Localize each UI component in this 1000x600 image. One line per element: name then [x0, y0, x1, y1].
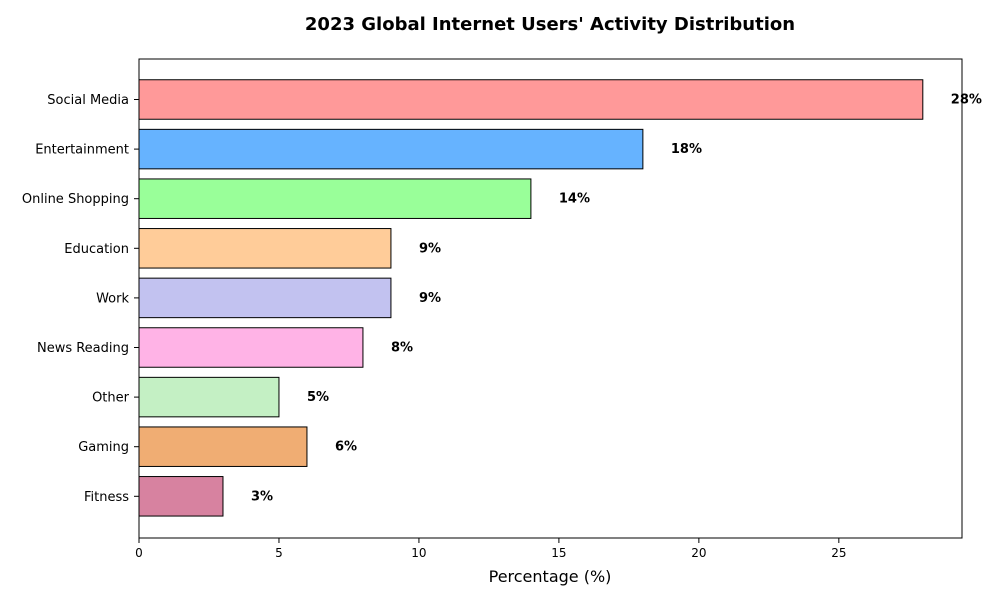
data-label: 5%: [307, 390, 329, 405]
data-label: 14%: [559, 192, 590, 207]
x-tick-label: 20: [691, 546, 706, 560]
data-labels-group: 28% 18% 14% 9% 9% 8% 5% 6% 3%: [251, 93, 982, 505]
category-label: Fitness: [84, 490, 129, 505]
category-label: Entertainment: [35, 143, 129, 158]
data-label: 9%: [419, 241, 441, 256]
category-label: Online Shopping: [22, 192, 129, 207]
category-label: Work: [96, 291, 129, 306]
data-label: 9%: [419, 291, 441, 306]
category-label: Gaming: [78, 440, 129, 455]
data-label: 6%: [335, 440, 357, 455]
category-label: News Reading: [37, 341, 129, 356]
data-label: 18%: [671, 142, 702, 157]
x-axis-label: Percentage (%): [489, 567, 612, 586]
chart-title: 2023 Global Internet Users' Activity Dis…: [305, 14, 795, 35]
bar-social-media: [138, 79, 924, 120]
x-tick-label: 10: [411, 546, 426, 560]
bar-fitness: [138, 476, 224, 517]
x-tick-label: 0: [135, 546, 143, 560]
category-label: Other: [92, 391, 130, 406]
data-label: 3%: [251, 489, 273, 504]
x-tick-label: 5: [275, 546, 283, 560]
data-label: 28%: [951, 93, 982, 108]
bar-news-reading: [138, 327, 364, 368]
bar-work: [138, 277, 392, 319]
plot-frame: [138, 58, 963, 539]
data-label: 8%: [391, 341, 413, 356]
x-tick-label: 25: [831, 546, 846, 560]
bar-other: [138, 376, 280, 418]
y-axis: Social Media Entertainment Online Shopping…: [22, 93, 139, 505]
bar-education: [138, 228, 392, 269]
bar-entertainment: [138, 128, 644, 170]
bars-group: [138, 79, 924, 517]
category-label: Social Media: [47, 93, 129, 108]
bar-gaming: [138, 426, 308, 467]
x-axis: 0 5 10 15 20 25: [135, 538, 846, 560]
x-tick-label: 15: [551, 546, 566, 560]
category-label: Education: [64, 242, 129, 257]
bar-online-shopping: [138, 178, 532, 219]
